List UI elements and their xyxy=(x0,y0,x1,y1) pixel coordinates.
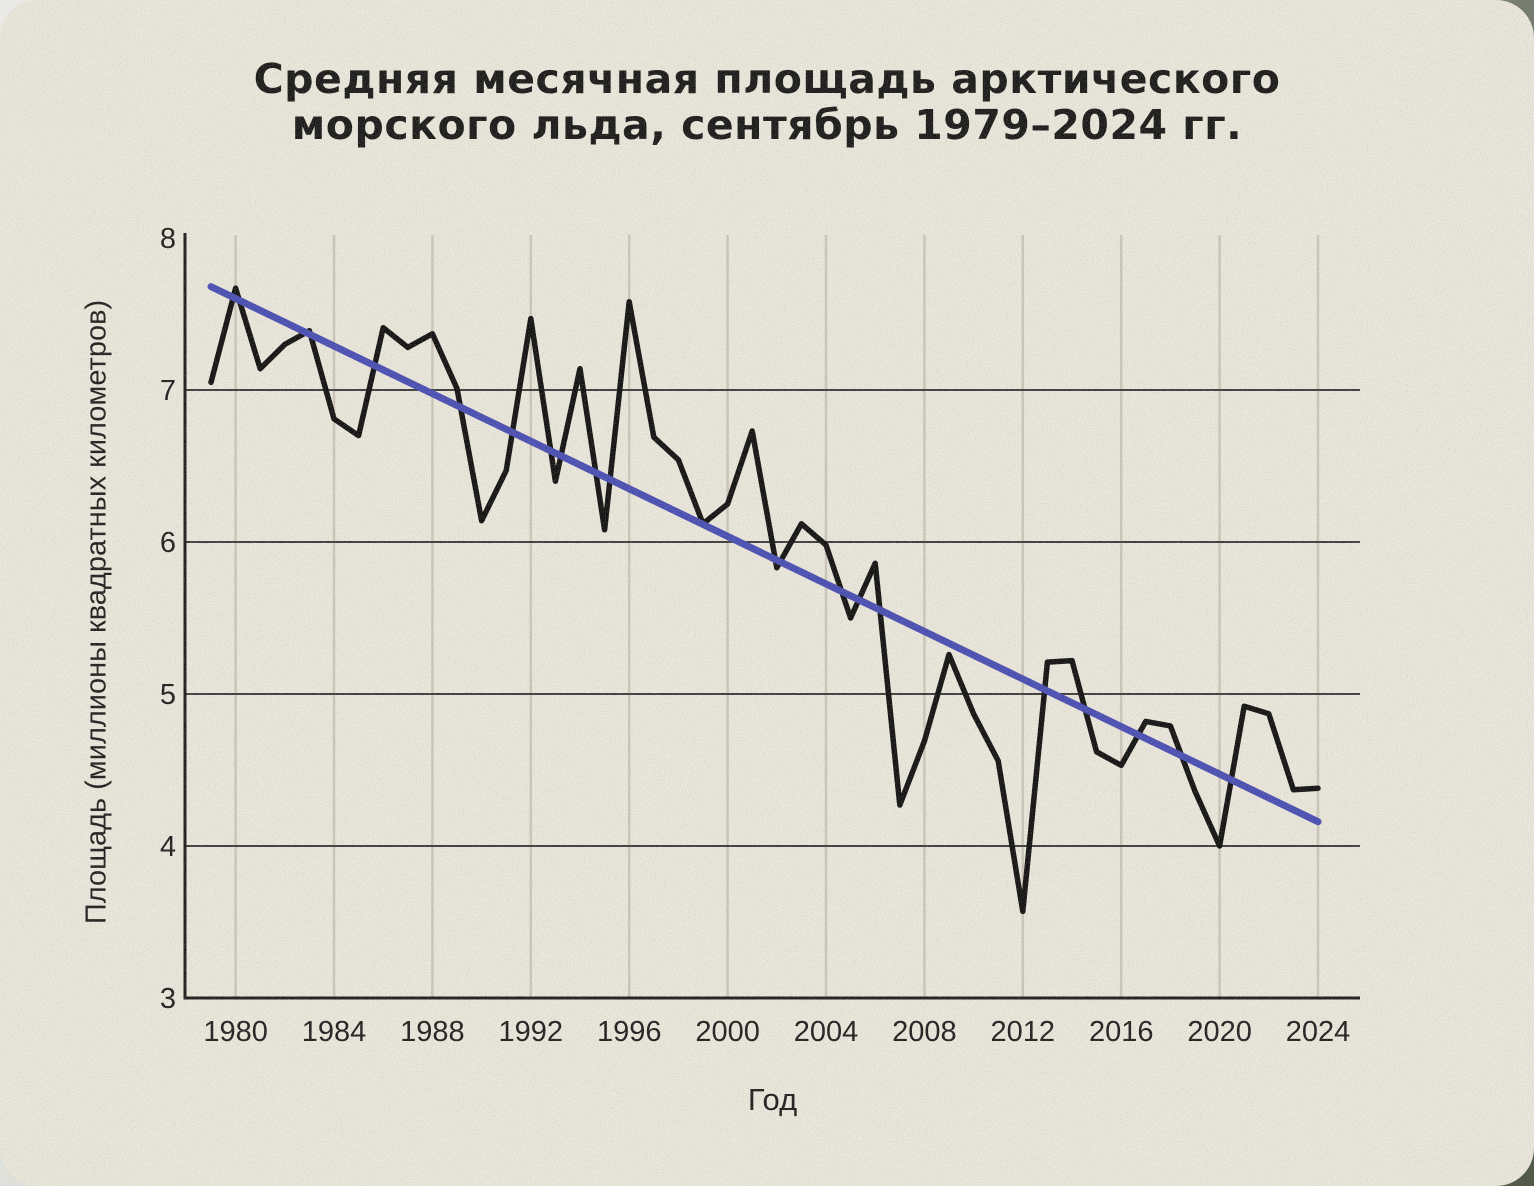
chart-title: Средняя месячная площадь арктического мо… xyxy=(0,56,1534,149)
y-tick-label: 7 xyxy=(160,375,176,407)
y-tick-label: 5 xyxy=(160,679,176,711)
x-tick-label: 2000 xyxy=(695,1016,760,1048)
x-tick-label: 2004 xyxy=(794,1016,859,1048)
x-tick-label: 1992 xyxy=(499,1016,564,1048)
x-tick-label: 2012 xyxy=(991,1016,1056,1048)
y-tick-label: 6 xyxy=(160,527,176,559)
y-tick-label: 3 xyxy=(160,983,176,1015)
chart-title-line1: Средняя месячная площадь арктического xyxy=(253,55,1281,103)
x-tick-label: 1980 xyxy=(203,1016,268,1048)
data-line xyxy=(208,285,1321,915)
trend-line xyxy=(207,283,1322,826)
y-axis-label: Площадь (миллионы квадратных километров) xyxy=(80,299,113,925)
y-tick-label: 4 xyxy=(160,831,176,863)
x-tick-label: 2020 xyxy=(1187,1016,1252,1048)
x-tick-label: 1996 xyxy=(597,1016,662,1048)
chart-title-line2: морского льда, сентябрь 1979–2024 гг. xyxy=(291,101,1243,150)
x-tick-label: 1988 xyxy=(400,1016,465,1048)
x-tick-label: 2024 xyxy=(1286,1016,1351,1048)
x-tick-label: 1984 xyxy=(302,1016,367,1048)
x-tick-label: 2008 xyxy=(892,1016,957,1048)
x-axis-label: Год xyxy=(747,1082,798,1117)
y-tick-label: 8 xyxy=(160,223,176,255)
x-tick-label: 2016 xyxy=(1089,1016,1154,1048)
